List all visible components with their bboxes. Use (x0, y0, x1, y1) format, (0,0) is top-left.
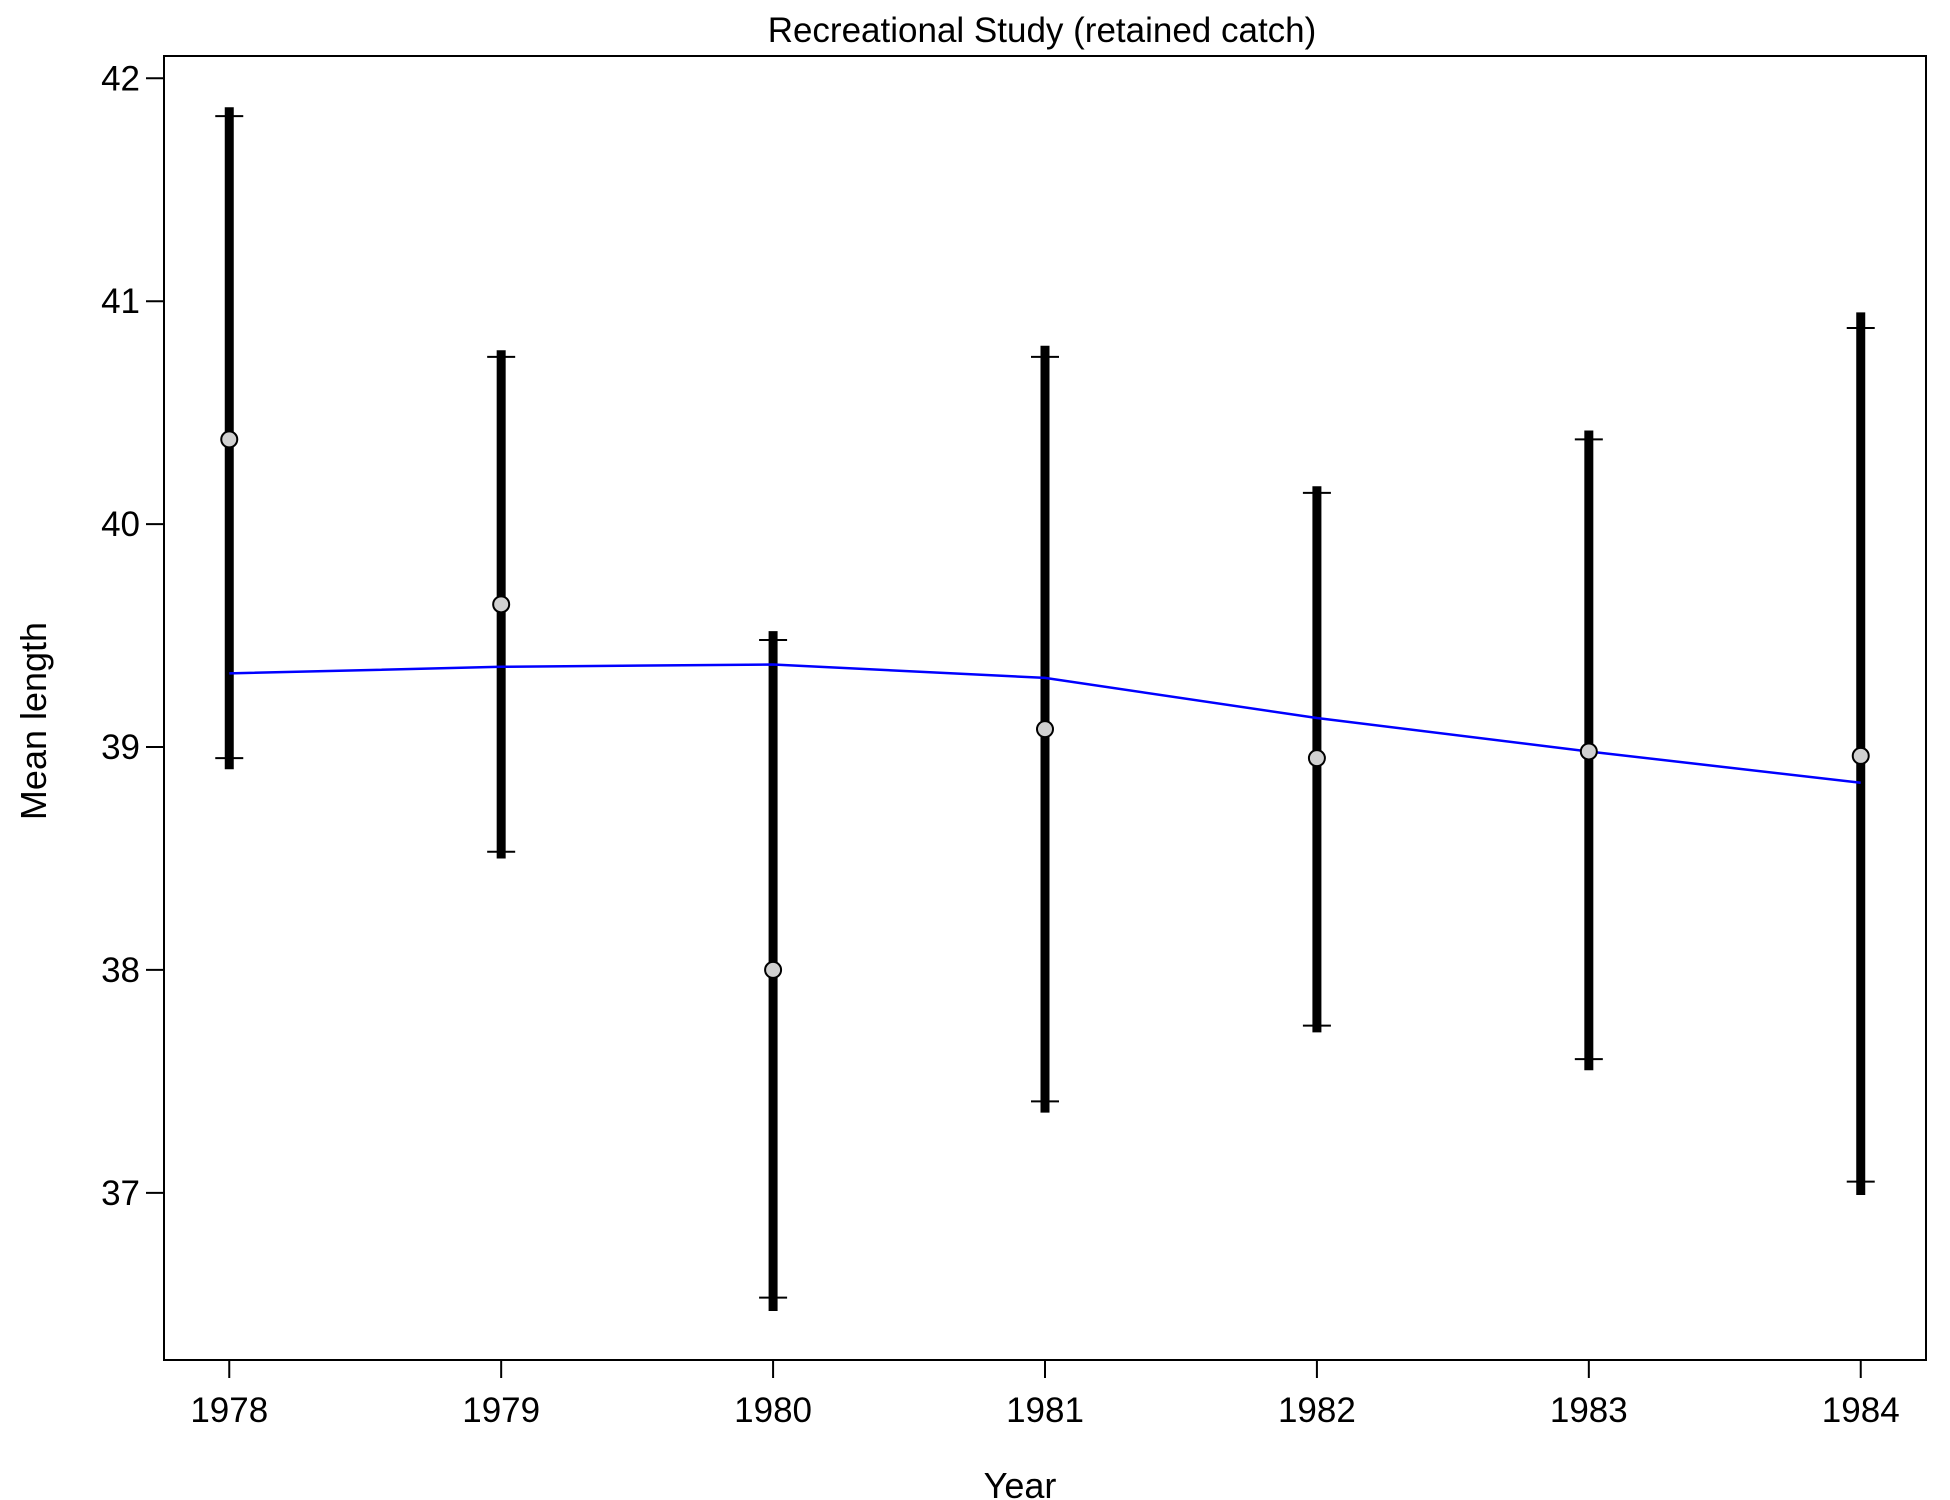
data-point (220, 430, 239, 449)
data-point (1579, 742, 1598, 761)
x-axis: 1978 1979 1980 1981 1982 1983 1984 (190, 1360, 1900, 1430)
chart-title: Recreational Study (retained catch) (768, 11, 1317, 50)
x-tick-label: 1978 (190, 1391, 268, 1430)
data-point (1307, 749, 1326, 768)
x-tick-label: 1984 (1822, 1391, 1900, 1430)
y-axis-title: Mean length (13, 622, 54, 820)
x-axis-title: Year (984, 1465, 1057, 1500)
y-tick-label: 39 (101, 728, 140, 767)
data-point (764, 960, 783, 979)
y-axis: 37 38 39 40 41 42 (101, 59, 164, 1213)
x-tick-label: 1981 (1006, 1391, 1084, 1430)
x-tick-label: 1979 (462, 1391, 540, 1430)
y-tick-label: 41 (101, 282, 140, 321)
y-tick-label: 37 (101, 1174, 140, 1213)
y-tick-label: 40 (101, 505, 140, 544)
data-point (1851, 746, 1870, 765)
x-tick-label: 1983 (1550, 1391, 1628, 1430)
data-points (220, 430, 1870, 979)
y-tick-label: 38 (101, 951, 140, 990)
data-point (1036, 720, 1054, 739)
x-tick-label: 1980 (734, 1391, 812, 1430)
y-tick-label: 42 (101, 59, 140, 98)
error-bars (215, 107, 1875, 1311)
data-point (492, 595, 511, 614)
x-tick-label: 1982 (1278, 1391, 1356, 1430)
